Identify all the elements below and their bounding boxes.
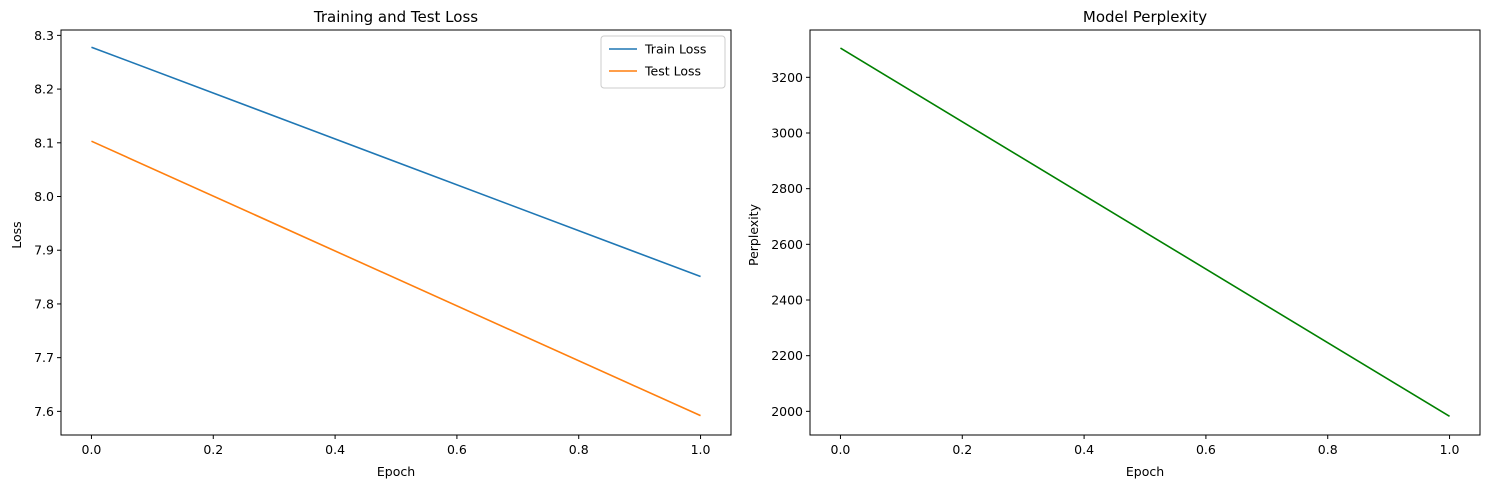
x-tick-label: 0.8 — [569, 442, 589, 457]
series-line-0 — [840, 47, 1450, 418]
y-tick-label: 8.3 — [34, 28, 54, 43]
y-tick-label: 2000 — [771, 404, 803, 419]
y-tick-label: 7.9 — [34, 243, 54, 258]
x-tick-label: 0.0 — [82, 442, 102, 457]
chart-training-test-loss: Training and Test Loss Epoch Loss 0.0 0.2… — [9, 8, 732, 479]
y-tick-label: 7.8 — [34, 296, 54, 311]
series-line-test-loss — [91, 140, 701, 417]
y-tick-label: 3000 — [771, 125, 803, 140]
legend-label: Train Loss — [644, 42, 706, 57]
y-tick-label: 2600 — [771, 237, 803, 252]
x-tick-label: 1.0 — [691, 442, 711, 457]
legend-label: Test Loss — [644, 64, 701, 79]
y-tick-label: 2400 — [771, 293, 803, 308]
y-tick-label: 8.0 — [34, 189, 54, 204]
y-tick-label: 7.6 — [34, 404, 54, 419]
x-tick-label: 0.0 — [831, 442, 851, 457]
x-tick-label: 0.4 — [1074, 442, 1094, 457]
y-tick-label: 2200 — [771, 348, 803, 363]
plot-frame — [809, 29, 1481, 436]
y-axis-label: Loss — [9, 221, 24, 248]
series-line-train-loss — [91, 46, 701, 278]
x-axis-label: Epoch — [1126, 464, 1164, 479]
y-tick-label: 7.7 — [34, 350, 54, 365]
chart-title: Training and Test Loss — [313, 8, 478, 26]
y-tick-label: 3200 — [771, 70, 803, 85]
x-tick-label: 0.4 — [325, 442, 345, 457]
legend: Train Loss Test Loss — [600, 35, 726, 89]
chart-model-perplexity: Model Perplexity Epoch Perplexity 0.0 0.2… — [746, 8, 1481, 479]
x-tick-label: 1.0 — [1440, 442, 1460, 457]
x-axis-label: Epoch — [377, 464, 415, 479]
chart-title: Model Perplexity — [1083, 8, 1207, 26]
x-tick-label: 0.2 — [952, 442, 972, 457]
x-tick-label: 0.2 — [203, 442, 223, 457]
y-tick-label: 8.2 — [34, 82, 54, 97]
y-axis-label: Perplexity — [746, 203, 761, 266]
x-tick-label: 0.8 — [1318, 442, 1338, 457]
x-tick-label: 0.6 — [447, 442, 467, 457]
plot-frame — [60, 29, 732, 436]
x-tick-label: 0.6 — [1196, 442, 1216, 457]
y-tick-label: 2800 — [771, 181, 803, 196]
y-tick-label: 8.1 — [34, 135, 54, 150]
